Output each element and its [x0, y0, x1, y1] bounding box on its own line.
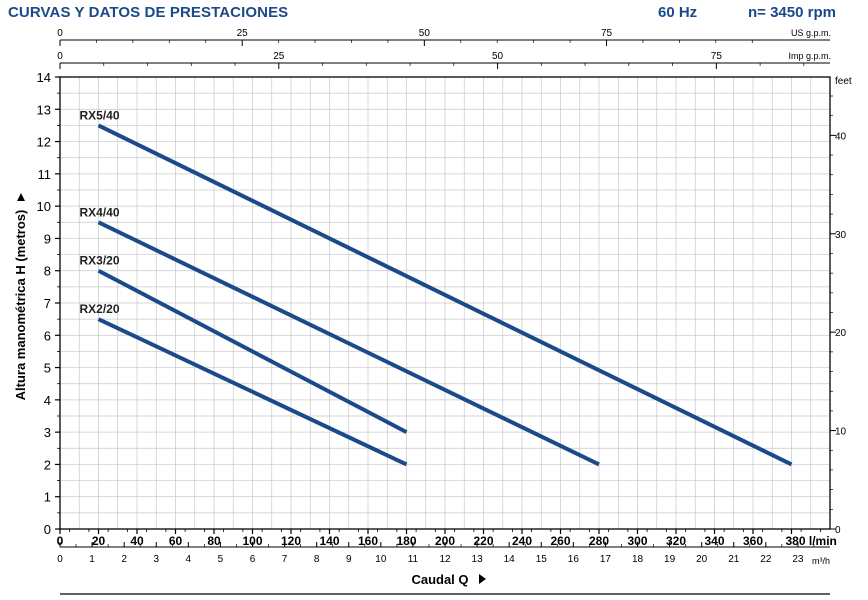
y-tick-label: 4	[44, 393, 51, 408]
x-tick-label: 160	[358, 534, 378, 548]
m3h-tick-label: 17	[600, 554, 612, 565]
x-tick-label: 220	[473, 534, 493, 548]
series-line-rx4-40	[97, 220, 600, 467]
x-tick-label: 100	[242, 534, 262, 548]
m3h-tick-label: 3	[153, 554, 159, 565]
x-tick-label: 0	[57, 534, 64, 548]
m3h-tick-label: 19	[664, 554, 676, 565]
y-tick-label: 9	[44, 231, 51, 246]
feet-tick-label: 30	[835, 230, 847, 241]
page-title: CURVAS Y DATOS DE PRESTACIONES	[8, 4, 289, 21]
us-gpm-tick-label: 75	[601, 28, 613, 39]
axis-labels: Altura manométrica H (metros) Caudal Q 0…	[13, 28, 852, 587]
y-tick-label: 6	[44, 328, 51, 343]
x-tick-label: 120	[281, 534, 301, 548]
m3h-tick-label: 0	[57, 554, 63, 565]
m3h-tick-label: 21	[728, 554, 740, 565]
x-tick-label: 200	[435, 534, 455, 548]
m3h-tick-label: 11	[408, 554, 419, 565]
y-tick-label: 0	[44, 522, 51, 537]
x-tick-label: 60	[169, 534, 183, 548]
m3h-tick-label: 12	[439, 554, 451, 565]
y-tick-label: 7	[44, 296, 51, 311]
x-tick-label: 340	[704, 534, 724, 548]
m3h-tick-label: 4	[186, 554, 192, 565]
m3h-tick-label: 13	[472, 554, 484, 565]
series-label: RX5/40	[80, 108, 120, 122]
x-tick-label: 240	[512, 534, 532, 548]
us-gpm-tick-label: 0	[57, 28, 63, 39]
series-group	[97, 123, 793, 467]
m3h-tick-label: 1	[89, 554, 95, 565]
x-tick-label: 360	[743, 534, 763, 548]
m3h-tick-label: 15	[536, 554, 548, 565]
feet-tick-label: 40	[835, 131, 847, 142]
speed-label: n= 3450 rpm	[748, 4, 836, 21]
grid	[60, 77, 830, 529]
feet-unit-label: feet	[835, 76, 852, 87]
imp-gpm-tick-label: 25	[273, 51, 285, 62]
x-tick-label: 80	[207, 534, 221, 548]
m3h-tick-label: 14	[504, 554, 516, 565]
x-axis-title: Caudal Q	[411, 572, 468, 587]
plot-frame	[55, 39, 836, 548]
series-line-rx2-20	[97, 317, 408, 467]
x-tick-label: 20	[92, 534, 106, 548]
x-tick-label: 140	[319, 534, 339, 548]
y-tick-label: 5	[44, 361, 51, 376]
series-label: RX3/20	[80, 254, 120, 268]
y-tick-label: 10	[37, 199, 51, 214]
y-tick-label: 8	[44, 264, 51, 279]
feet-tick-label: 10	[835, 427, 847, 438]
m3h-tick-label: 8	[314, 554, 320, 565]
x-tick-label: 40	[130, 534, 144, 548]
y-tick-label: 12	[37, 135, 51, 150]
series-line-rx5-40	[97, 123, 793, 467]
m3h-tick-label: 6	[250, 554, 256, 565]
imp-gpm-unit-label: Imp g.p.m.	[788, 51, 831, 61]
y-tick-label: 3	[44, 425, 51, 440]
y-axis-title: Altura manométrica H (metros)	[13, 210, 28, 401]
x-tick-label: 180	[396, 534, 416, 548]
m3h-tick-label: 9	[346, 554, 352, 565]
x-tick-label: 300	[627, 534, 647, 548]
us-gpm-unit-label: US g.p.m.	[791, 28, 831, 38]
series-label: RX4/40	[80, 205, 120, 219]
y-tick-label: 11	[38, 167, 52, 182]
us-gpm-tick-label: 50	[419, 28, 431, 39]
x-tick-label: 260	[550, 534, 570, 548]
imp-gpm-tick-label: 75	[711, 51, 723, 62]
imp-gpm-tick-label: 50	[492, 51, 504, 62]
imp-gpm-tick-label: 0	[57, 51, 63, 62]
m3h-tick-label: 22	[760, 554, 772, 565]
m3h-tick-label: 2	[121, 554, 127, 565]
m3h-tick-label: 18	[632, 554, 644, 565]
series-line-rx3-20	[97, 268, 408, 434]
m3h-tick-label: 23	[792, 554, 804, 565]
y-tick-label: 13	[37, 102, 51, 117]
x-tick-label: 280	[589, 534, 609, 548]
frequency-label: 60 Hz	[658, 4, 698, 21]
y-tick-label: 1	[44, 490, 51, 505]
x-tick-label: 380 l/min	[786, 534, 837, 548]
m3h-tick-label: 16	[568, 554, 580, 565]
x-tick-label: 320	[666, 534, 686, 548]
feet-tick-label: 0	[835, 525, 841, 536]
y-tick-label: 14	[37, 70, 51, 85]
y-tick-label: 2	[44, 457, 51, 472]
y-axis-arrow-icon	[17, 193, 25, 201]
feet-tick-label: 20	[835, 328, 847, 339]
x-axis-arrow-icon	[479, 574, 486, 584]
us-gpm-tick-label: 25	[237, 28, 249, 39]
series-label: RX2/20	[80, 302, 120, 316]
m3h-tick-label: 10	[375, 554, 387, 565]
m3h-tick-label: 7	[282, 554, 288, 565]
m3h-unit-label: m³/h	[812, 556, 830, 566]
m3h-tick-label: 5	[218, 554, 224, 565]
m3h-tick-label: 20	[696, 554, 708, 565]
